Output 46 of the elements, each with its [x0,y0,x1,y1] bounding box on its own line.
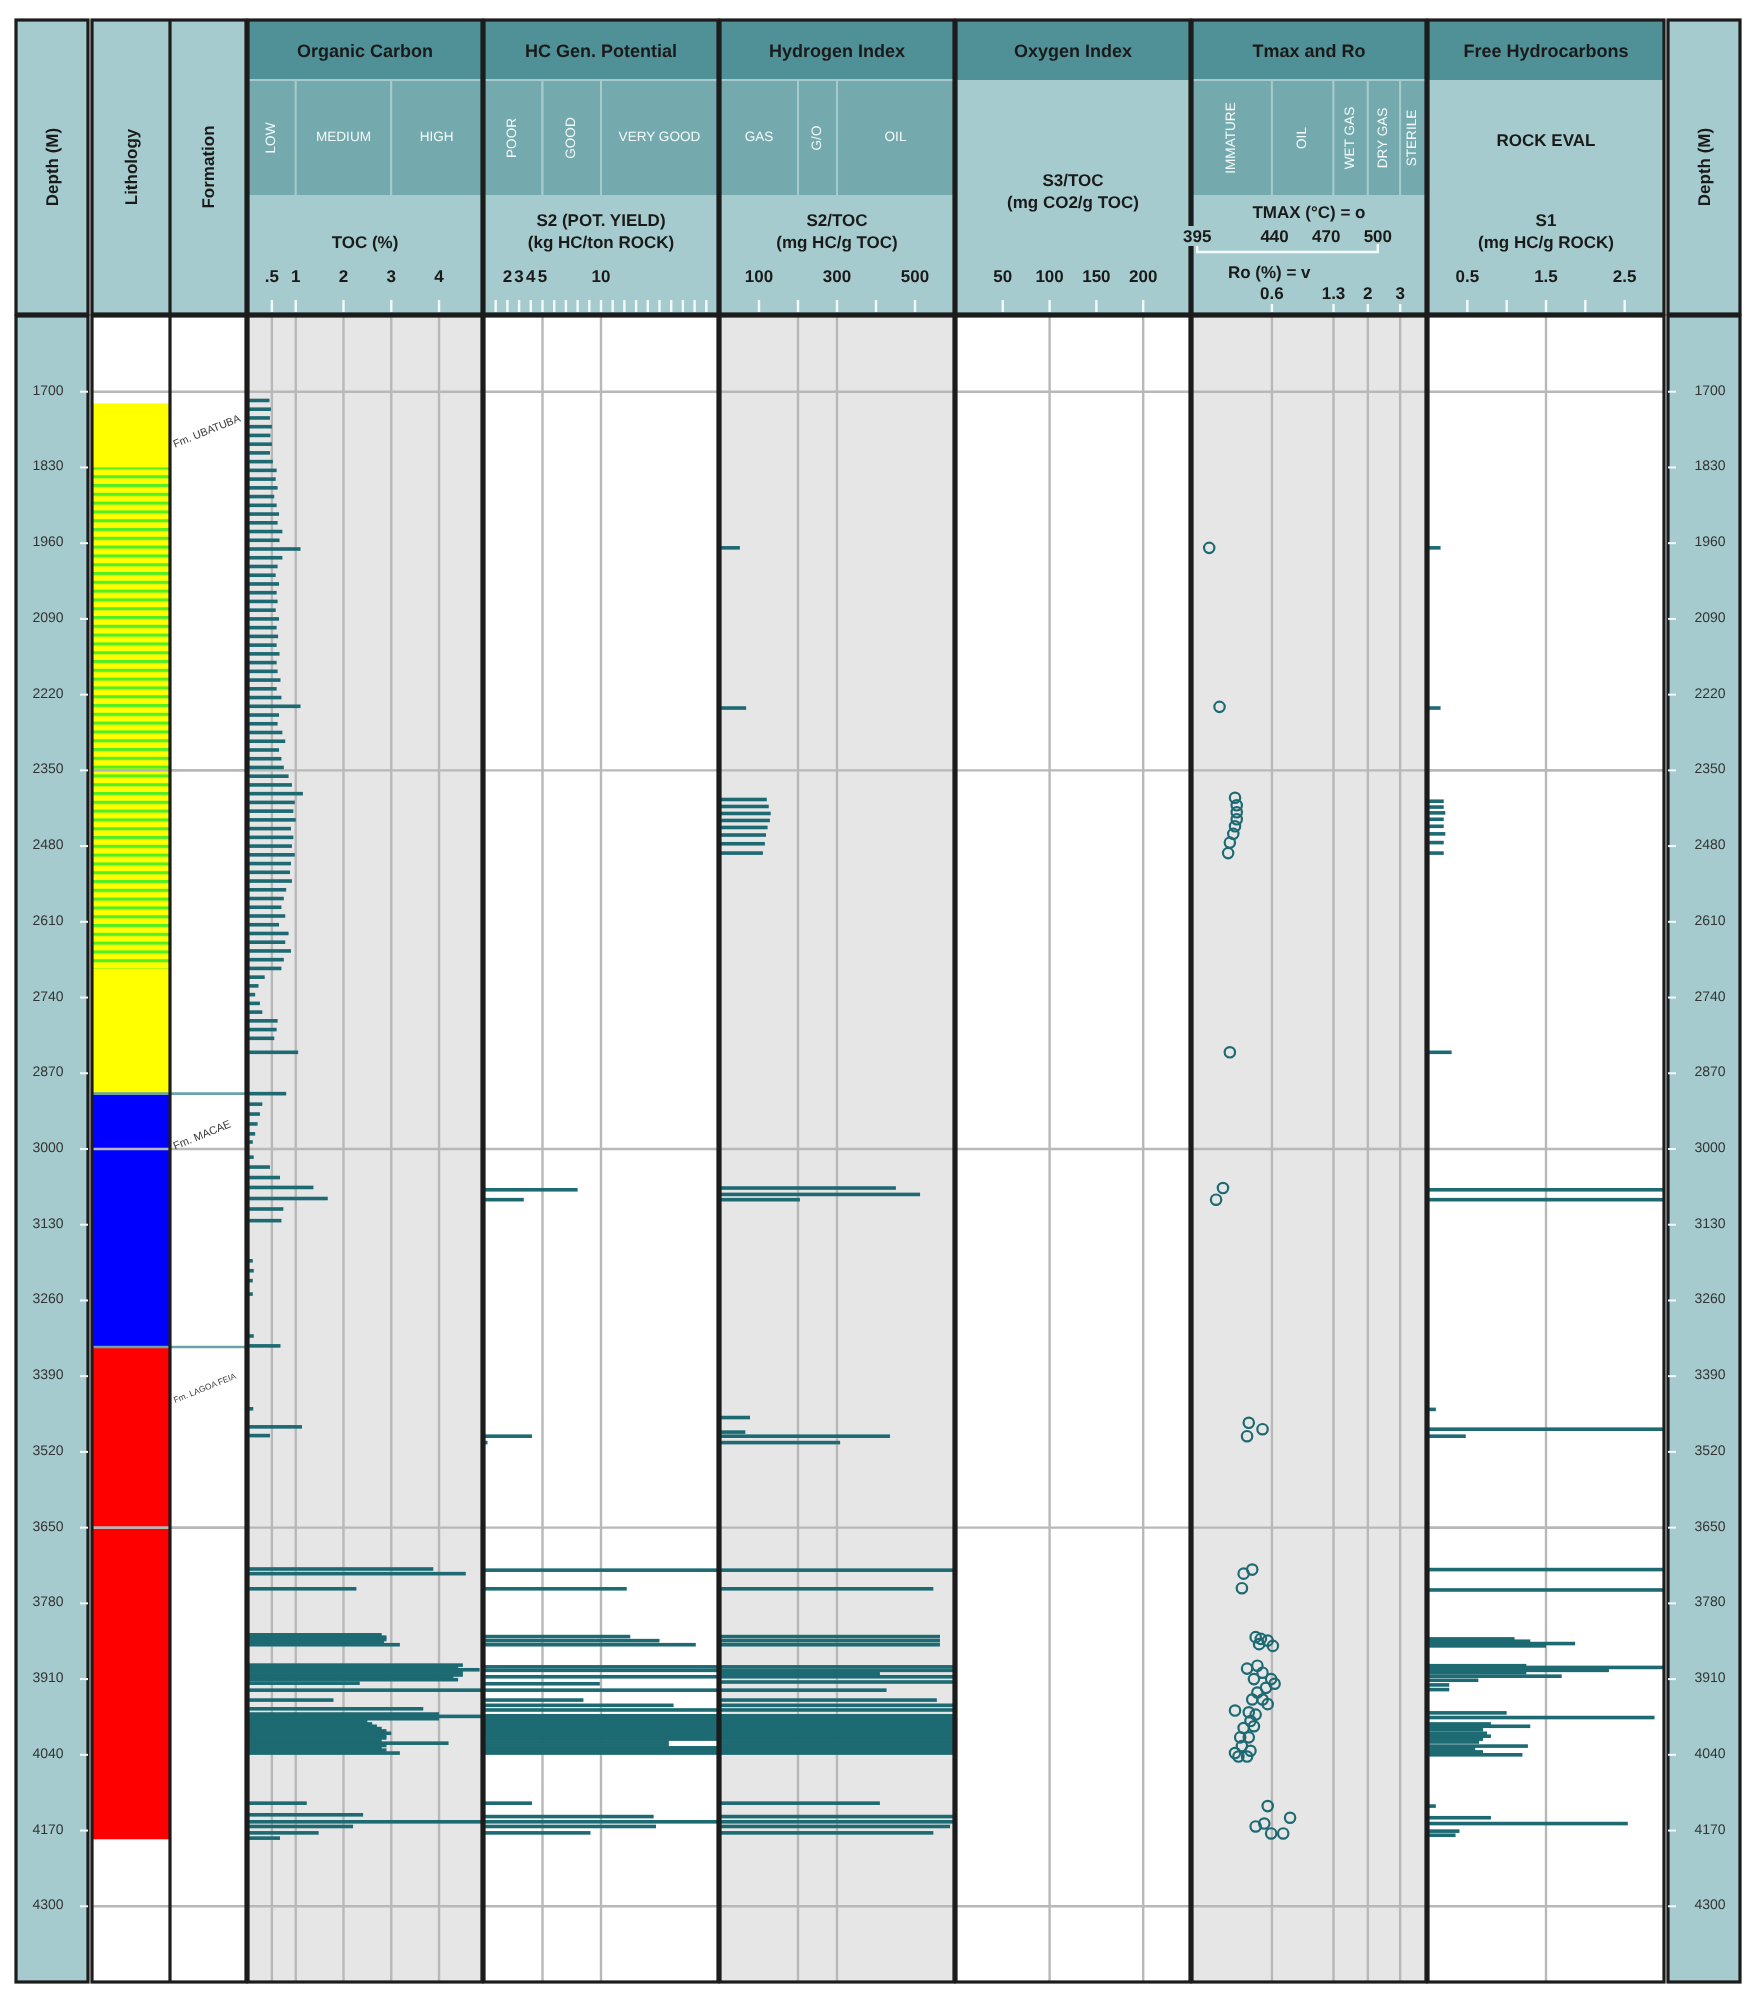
x-tick-label: 1.5 [1534,266,1559,286]
x-tick-label: 3 [386,266,397,286]
y-axis-title: Depth (M) [1694,127,1714,207]
x-tick-label: 395 [1182,226,1212,246]
x-tick-label: 100 [744,266,774,286]
y-axis-title: Depth (M) [42,127,62,207]
chart-title: Organic Carbon [296,41,434,61]
x-tick-label: 2.5 [1612,266,1638,286]
x-axis-title: S1 (mg HC/g ROCK) [1478,210,1615,252]
x-axis-title: S3/TOC (mg CO2/g TOC) [1007,170,1140,212]
x-axis-title: TMAX (°C) = o [1252,202,1366,222]
x-tick-label: 300 [822,266,852,286]
x-axis-title: TOC (%) [331,232,399,252]
x-tick-label: 50 [993,266,1013,286]
x-tick-label: 150 [1082,266,1112,286]
x-tick-label: .5 [264,266,280,286]
x-tick-label: 1 [291,266,302,286]
chart-title: HC Gen. Potential [524,41,678,61]
x-tick-label: 500 [1363,226,1393,246]
x2-tick-label: 2 [1363,283,1374,303]
x-axis-title: S2/TOC (mg HC/g TOC) [776,210,899,252]
chart-title: Oxygen Index [1013,41,1133,61]
chart-title: Lithology [121,128,141,206]
chart-title: Hydrogen Index [768,41,906,61]
text: Formation [198,125,218,209]
chart-title: Tmax and Ro [1252,41,1367,61]
x-tick-label: 470 [1312,226,1341,246]
x2-tick-label: 3 [1395,283,1406,303]
x-tick-label: 2 [338,266,349,286]
x-tick-label: 3 [514,266,525,286]
x2-tick-label: 1.3 [1321,283,1346,303]
x-tick-label: 0.5 [1455,266,1480,286]
x2-axis-title: Ro (%) = v [1227,262,1312,282]
chart-subtitle: ROCK EVAL [1496,130,1596,150]
x-tick-label: 100 [1035,266,1065,286]
x2-tick-label: 0.6 [1260,283,1285,303]
x-tick-label: 10 [591,266,611,286]
x-tick-label: 4 [526,266,537,286]
chart-title: Free Hydrocarbons [1463,41,1629,61]
x-tick-label: 500 [900,266,930,286]
x-tick-label: 5 [537,266,548,286]
x-axis-title: S2 (POT. YIELD) (kg HC/ton ROCK) [527,210,675,252]
x-tick-label: 200 [1129,266,1158,286]
x-tick-label: 440 [1260,226,1290,246]
x-tick-label: 2 [502,266,513,286]
x-tick-label: 4 [434,266,445,286]
